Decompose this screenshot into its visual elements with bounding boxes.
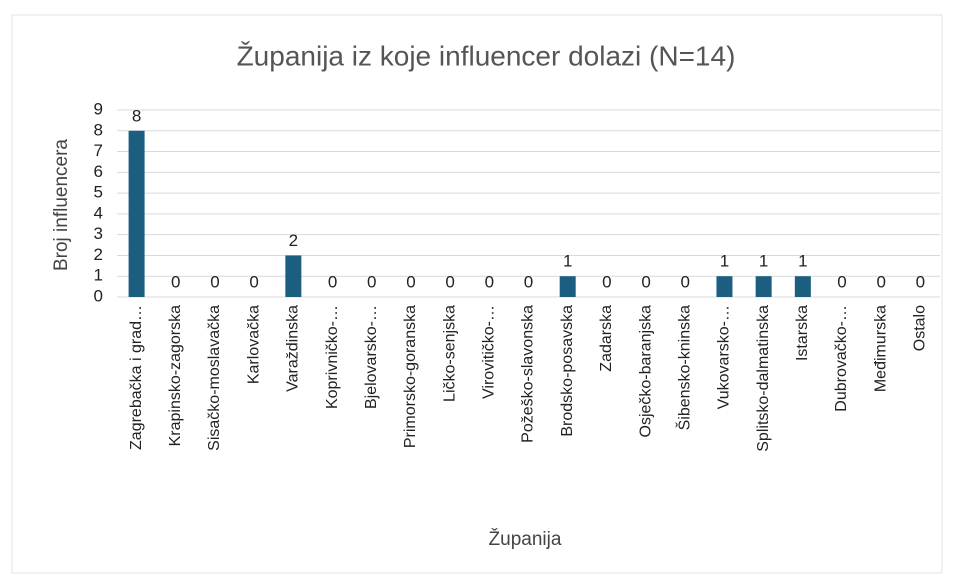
data-label: 8 xyxy=(132,106,141,125)
bar xyxy=(559,276,576,297)
bar xyxy=(794,276,811,297)
y-tick-label: 9 xyxy=(94,99,103,118)
data-label: 0 xyxy=(406,272,415,291)
data-label: 0 xyxy=(602,272,611,291)
data-label: 0 xyxy=(524,272,533,291)
x-tick-label: Požeško-slavonska xyxy=(520,305,537,443)
x-tick-label: Istarska xyxy=(794,305,811,361)
y-tick-label: 8 xyxy=(94,120,103,139)
data-label: 0 xyxy=(485,272,494,291)
x-tick-label: Međimurska xyxy=(872,305,889,392)
x-tick-label: Osječko-baranjska xyxy=(637,305,654,438)
bar xyxy=(755,276,772,297)
x-tick-label: Splitsko-dalmatinska xyxy=(755,305,772,452)
data-label: 0 xyxy=(328,272,337,291)
data-label: 0 xyxy=(681,272,690,291)
x-tick-label: Virovitičko-… xyxy=(481,305,498,399)
y-tick-label: 5 xyxy=(94,183,103,202)
data-label: 1 xyxy=(759,252,768,271)
x-tick-label: Koprivničko-… xyxy=(324,305,341,409)
x-tick-label: Zagrebačka i grad… xyxy=(128,305,145,450)
data-label: 0 xyxy=(171,272,180,291)
data-label: 0 xyxy=(445,272,454,291)
y-tick-label: 7 xyxy=(94,141,103,160)
data-label: 0 xyxy=(641,272,650,291)
x-tick-label: Karlovačka xyxy=(245,305,262,384)
data-label: 1 xyxy=(798,252,807,271)
x-tick-label: Sisačko-moslavačka xyxy=(206,305,223,451)
bar xyxy=(716,276,733,297)
data-label: 0 xyxy=(916,272,925,291)
chart-title: Županija iz koje influencer dolazi (N=14… xyxy=(237,40,736,71)
data-label: 0 xyxy=(210,272,219,291)
x-tick-label: Ostalo xyxy=(912,305,929,351)
x-tick-label: Ličko-senjska xyxy=(441,305,458,402)
x-tick-label: Šibensko-kninska xyxy=(674,305,693,431)
y-tick-label: 0 xyxy=(94,286,103,305)
data-label: 0 xyxy=(367,272,376,291)
x-tick-label: Varaždinska xyxy=(285,305,302,392)
x-tick-label: Brodsko-posavska xyxy=(559,305,576,437)
y-tick-label: 3 xyxy=(94,224,103,243)
x-tick-label: Zadarska xyxy=(598,305,615,372)
y-tick-label: 1 xyxy=(94,266,103,285)
data-label: 2 xyxy=(289,231,298,250)
x-tick-label: Krapinsko-zagorska xyxy=(167,305,184,447)
data-label: 0 xyxy=(837,272,846,291)
data-label: 0 xyxy=(249,272,258,291)
bar xyxy=(128,130,145,297)
x-tick-label: Primorsko-goranska xyxy=(402,305,419,448)
x-tick-label: Dubrovačko-… xyxy=(833,305,850,412)
x-tick-label: Bjelovarsko-… xyxy=(363,305,380,409)
data-label: 1 xyxy=(720,252,729,271)
x-tick-label: Vukovarsko-… xyxy=(716,305,733,409)
y-axis-title: Broj influencera xyxy=(51,139,72,271)
bar xyxy=(285,255,302,297)
x-axis-title: Županija xyxy=(489,528,562,550)
data-label: 1 xyxy=(563,252,572,271)
chart-frame xyxy=(11,14,943,574)
y-tick-label: 4 xyxy=(94,203,103,222)
data-label: 0 xyxy=(876,272,885,291)
y-tick-label: 2 xyxy=(94,245,103,264)
y-tick-label: 6 xyxy=(94,162,103,181)
